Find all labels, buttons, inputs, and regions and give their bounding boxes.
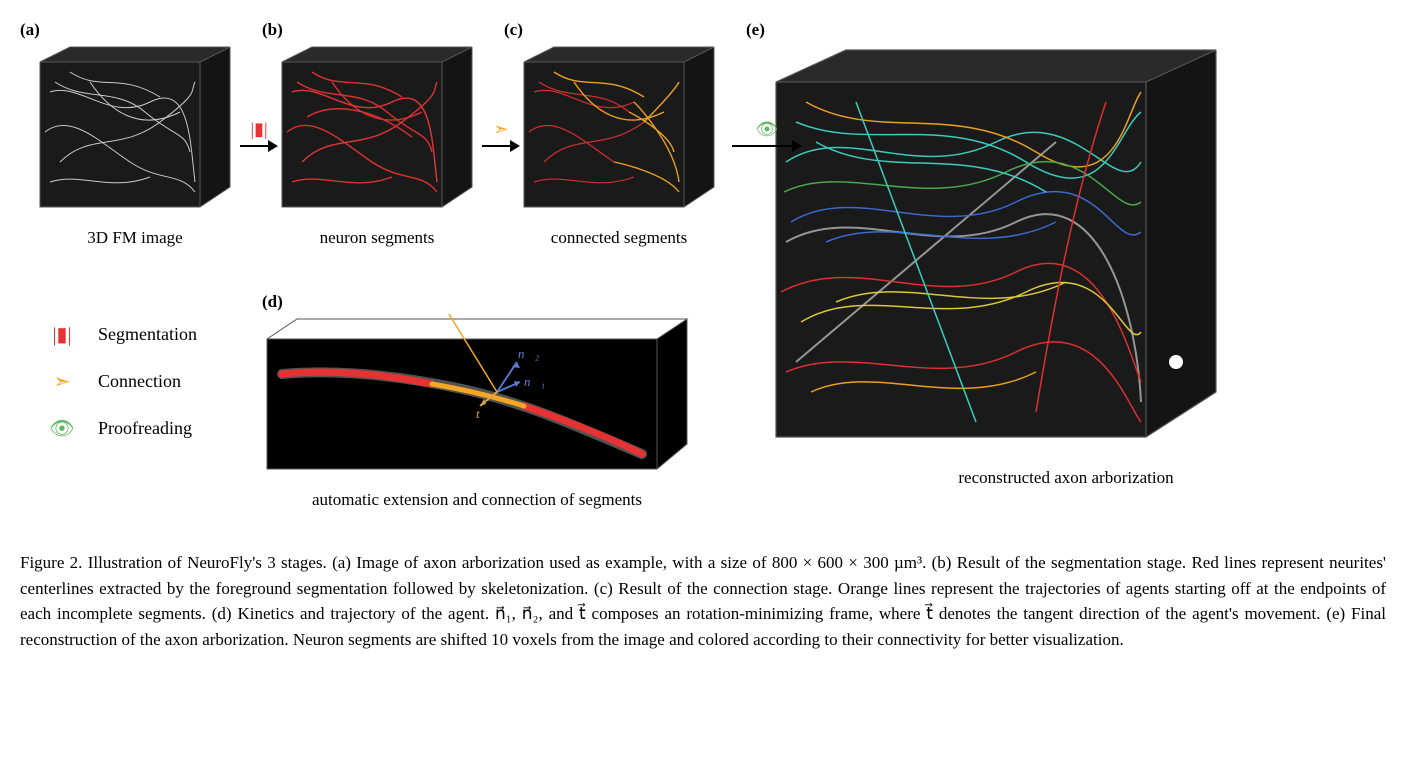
- panel-c-cube: [514, 42, 724, 222]
- panel-c: (c): [504, 20, 734, 248]
- figure-caption: Figure 2. Illustration of NeuroFly's 3 s…: [20, 550, 1386, 652]
- panel-a-label: (a): [20, 20, 40, 40]
- legend-connection: ➣ Connection: [40, 369, 250, 394]
- panel-d-box: n⃗₂ n⃗₁ t⃗: [262, 314, 692, 484]
- legend-proofreading: 👁 Proofreading: [40, 416, 250, 441]
- panel-e-caption: reconstructed axon arborization: [746, 468, 1386, 488]
- segmentation-icon: |▮|: [250, 120, 267, 138]
- figure-panels: (a): [20, 20, 1386, 522]
- panel-e-cube: [756, 42, 1226, 462]
- legend-proofreading-label: Proofreading: [98, 418, 192, 439]
- panel-b: (b): [262, 20, 492, 248]
- panel-e-label: (e): [746, 20, 765, 40]
- figure-2: (a): [20, 20, 1386, 652]
- vector-n1-label: n⃗₁: [524, 374, 545, 389]
- arrow-c-to-e: 👁: [732, 120, 802, 152]
- segmentation-legend-icon: |▮|: [40, 322, 84, 347]
- connection-icon: ➣: [493, 120, 508, 138]
- panel-e: (e): [746, 20, 1386, 488]
- panel-c-caption: connected segments: [504, 228, 734, 248]
- panel-c-label: (c): [504, 20, 523, 40]
- vector-t-label: t⃗: [476, 406, 490, 421]
- legend-block: |▮| Segmentation ➣ Connection 👁 Proofrea…: [20, 292, 250, 463]
- panel-b-label: (b): [262, 20, 283, 40]
- panel-b-caption: neuron segments: [262, 228, 492, 248]
- arrow-b-to-c: ➣: [482, 120, 520, 152]
- panel-d-caption: automatic extension and connection of se…: [262, 490, 692, 510]
- proofreading-icon: 👁: [756, 120, 779, 138]
- panel-d-label: (d): [262, 292, 283, 312]
- legend-segmentation: |▮| Segmentation: [40, 322, 250, 347]
- arrow-a-to-b: |▮|: [240, 120, 278, 152]
- panel-a-caption: 3D FM image: [20, 228, 250, 248]
- legend-connection-label: Connection: [98, 371, 181, 392]
- proofreading-legend-icon: 👁: [40, 416, 84, 441]
- panel-a: (a): [20, 20, 250, 248]
- vector-n2-label: n⃗₂: [518, 346, 540, 361]
- panel-b-cube: [272, 42, 482, 222]
- legend-segmentation-label: Segmentation: [98, 324, 197, 345]
- panel-a-cube: [30, 42, 240, 222]
- connection-legend-icon: ➣: [40, 369, 84, 394]
- panel-d: (d): [262, 292, 734, 510]
